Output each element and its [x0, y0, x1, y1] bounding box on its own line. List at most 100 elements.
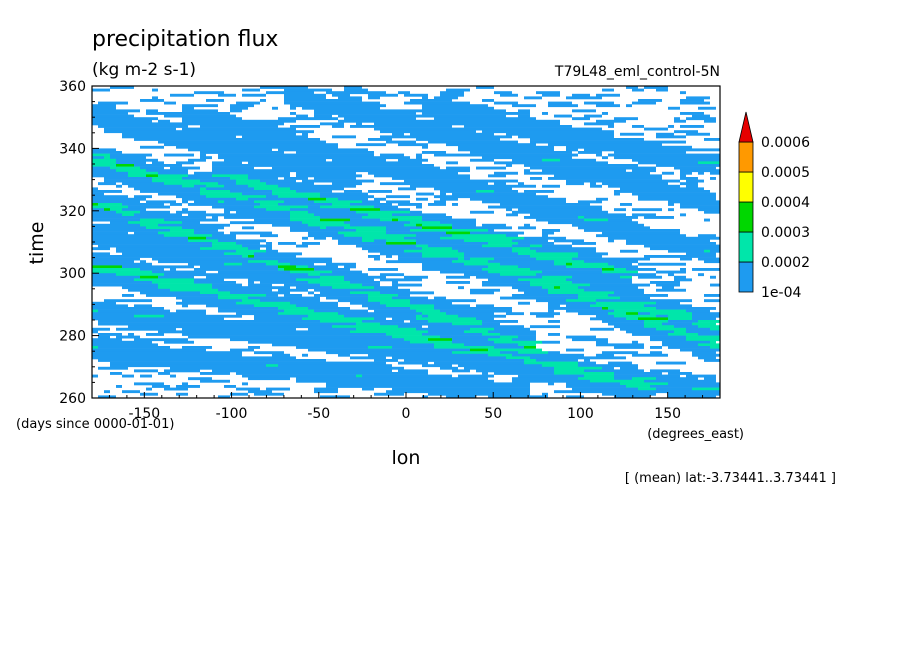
- heatmap-cell: [542, 372, 554, 375]
- heatmap-cell: [230, 106, 248, 110]
- heatmap-cell: [536, 218, 554, 222]
- heatmap-cell: [236, 138, 254, 141]
- heatmap-cell: [548, 309, 554, 313]
- heatmap-cell: [596, 353, 614, 357]
- heatmap-cell: [332, 236, 338, 240]
- heatmap-cell: [374, 257, 380, 261]
- heatmap-cell: [590, 361, 596, 365]
- heatmap-cell: [452, 234, 464, 238]
- heatmap-cell: [200, 249, 206, 253]
- heatmap-cell: [374, 127, 392, 131]
- heatmap-cell: [248, 301, 266, 305]
- heatmap-cell: [266, 356, 296, 360]
- heatmap-cell: [608, 218, 632, 222]
- heatmap-cell: [212, 174, 230, 178]
- heatmap-cell: [698, 379, 716, 383]
- heatmap-cell: [170, 374, 176, 378]
- heatmap-cell: [164, 169, 188, 173]
- heatmap-cell: [410, 382, 416, 386]
- heatmap-cell: [224, 127, 236, 131]
- heatmap-cell: [242, 145, 260, 149]
- heatmap-cell: [308, 234, 314, 238]
- heatmap-cell: [590, 309, 596, 313]
- heatmap-cell: [338, 164, 344, 167]
- heatmap-cell: [272, 192, 284, 196]
- heatmap-cell: [554, 286, 560, 290]
- heatmap-cell: [614, 343, 644, 347]
- heatmap-cell: [434, 353, 452, 357]
- heatmap-cell: [578, 216, 584, 219]
- heatmap-cell: [410, 252, 416, 256]
- heatmap-cell: [338, 239, 362, 243]
- heatmap-cell: [380, 335, 392, 339]
- heatmap-cell: [128, 278, 134, 282]
- x-tick-label: 0: [402, 406, 411, 422]
- heatmap-cell: [218, 330, 236, 334]
- heatmap-cell: [350, 320, 362, 323]
- heatmap-cell: [602, 135, 614, 139]
- heatmap-cell: [692, 192, 716, 196]
- heatmap-cell: [122, 312, 140, 316]
- heatmap-cell: [176, 210, 206, 214]
- heatmap-cell: [386, 229, 410, 232]
- heatmap-cell: [626, 312, 638, 316]
- heatmap-cell: [614, 184, 644, 188]
- heatmap-cell: [278, 359, 308, 362]
- heatmap-cell: [350, 356, 374, 360]
- heatmap-cell: [698, 325, 720, 329]
- heatmap-cell: [476, 114, 488, 118]
- heatmap-cell: [122, 353, 146, 357]
- heatmap-cell: [350, 291, 380, 295]
- heatmap-cell: [338, 307, 350, 310]
- heatmap-cell: [488, 317, 494, 321]
- heatmap-cell: [446, 218, 476, 222]
- heatmap-cell: [248, 359, 254, 362]
- heatmap-cell: [464, 153, 482, 157]
- heatmap-cell: [470, 109, 476, 113]
- heatmap-cell: [332, 325, 362, 329]
- heatmap-cell: [314, 151, 332, 154]
- heatmap-cell: [584, 171, 596, 175]
- heatmap-cell: [542, 93, 560, 97]
- heatmap-cell: [512, 283, 530, 287]
- heatmap-cell: [434, 239, 464, 243]
- heatmap-cell: [116, 184, 122, 188]
- heatmap-cell: [554, 161, 584, 165]
- heatmap-cell: [464, 135, 488, 139]
- heatmap-cell: [422, 333, 452, 336]
- heatmap-cell: [362, 117, 392, 121]
- heatmap-cell: [206, 304, 218, 308]
- heatmap-cell: [488, 192, 506, 196]
- heatmap-cell: [638, 390, 656, 394]
- heatmap-cell: [116, 351, 140, 355]
- heatmap-cell: [596, 369, 614, 373]
- heatmap-cell: [710, 169, 720, 173]
- heatmap-cell: [302, 330, 308, 334]
- heatmap-cell: [284, 353, 290, 357]
- heatmap-cell: [320, 335, 350, 339]
- heatmap-cell: [266, 247, 272, 251]
- heatmap-cell: [632, 392, 656, 396]
- heatmap-cell: [392, 304, 404, 308]
- heatmap-cell: [458, 145, 482, 149]
- heatmap-cell: [446, 88, 470, 92]
- heatmap-cell: [710, 327, 720, 331]
- heatmap-cell: [362, 247, 368, 251]
- heatmap-cell: [704, 348, 720, 352]
- heatmap-cell: [134, 278, 158, 282]
- heatmap-cell: [380, 273, 404, 277]
- heatmap-cell: [194, 119, 212, 123]
- heatmap-cell: [368, 385, 386, 388]
- heatmap-cell: [230, 145, 242, 149]
- heatmap-cell: [452, 338, 464, 342]
- heatmap-cell: [434, 153, 464, 157]
- heatmap-cell: [140, 187, 146, 191]
- heatmap-cell: [602, 385, 626, 388]
- heatmap-cell: [104, 390, 110, 394]
- heatmap-cell: [182, 187, 200, 191]
- heatmap-cell: [566, 382, 578, 386]
- heatmap-cell: [134, 307, 164, 310]
- heatmap-cell: [584, 138, 602, 141]
